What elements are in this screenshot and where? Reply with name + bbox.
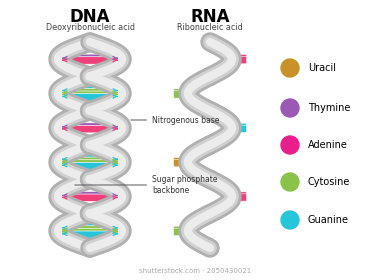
FancyBboxPatch shape: [232, 192, 246, 199]
FancyBboxPatch shape: [60, 162, 119, 170]
FancyBboxPatch shape: [232, 123, 246, 130]
FancyBboxPatch shape: [60, 194, 119, 202]
FancyBboxPatch shape: [174, 89, 188, 96]
FancyBboxPatch shape: [232, 125, 246, 132]
Circle shape: [281, 99, 299, 117]
Text: Deoxyribonucleic acid: Deoxyribonucleic acid: [46, 23, 135, 32]
Text: Cytosine: Cytosine: [308, 177, 350, 187]
Text: shutterstock.com · 2050430021: shutterstock.com · 2050430021: [139, 268, 251, 274]
FancyBboxPatch shape: [232, 194, 246, 201]
FancyBboxPatch shape: [60, 123, 119, 130]
FancyBboxPatch shape: [232, 57, 246, 64]
Circle shape: [281, 173, 299, 191]
FancyBboxPatch shape: [60, 94, 119, 101]
Circle shape: [281, 59, 299, 77]
Text: RNA: RNA: [190, 8, 230, 26]
Text: Ribonucleic acid: Ribonucleic acid: [177, 23, 243, 32]
FancyBboxPatch shape: [174, 226, 188, 234]
Text: Thymine: Thymine: [308, 103, 350, 113]
Text: Guanine: Guanine: [308, 215, 349, 225]
FancyBboxPatch shape: [60, 57, 119, 64]
FancyBboxPatch shape: [174, 158, 188, 165]
FancyBboxPatch shape: [174, 91, 188, 98]
FancyBboxPatch shape: [60, 223, 119, 231]
FancyBboxPatch shape: [60, 125, 119, 133]
FancyBboxPatch shape: [60, 231, 119, 239]
FancyBboxPatch shape: [60, 54, 119, 62]
Circle shape: [281, 136, 299, 154]
Text: Sugar phosphate
backbone: Sugar phosphate backbone: [75, 175, 218, 195]
Circle shape: [281, 211, 299, 229]
Text: Adenine: Adenine: [308, 140, 348, 150]
FancyBboxPatch shape: [60, 160, 119, 167]
FancyBboxPatch shape: [60, 192, 119, 199]
FancyBboxPatch shape: [232, 55, 246, 62]
FancyBboxPatch shape: [60, 226, 119, 233]
FancyBboxPatch shape: [174, 160, 188, 167]
FancyBboxPatch shape: [60, 155, 119, 162]
Text: DNA: DNA: [70, 8, 110, 26]
FancyBboxPatch shape: [60, 157, 119, 165]
FancyBboxPatch shape: [60, 88, 119, 96]
FancyBboxPatch shape: [60, 86, 119, 93]
Text: Uracil: Uracil: [308, 63, 336, 73]
FancyBboxPatch shape: [60, 91, 119, 99]
Text: Nitrogenous base: Nitrogenous base: [131, 116, 219, 125]
FancyBboxPatch shape: [174, 228, 188, 235]
FancyBboxPatch shape: [60, 228, 119, 236]
